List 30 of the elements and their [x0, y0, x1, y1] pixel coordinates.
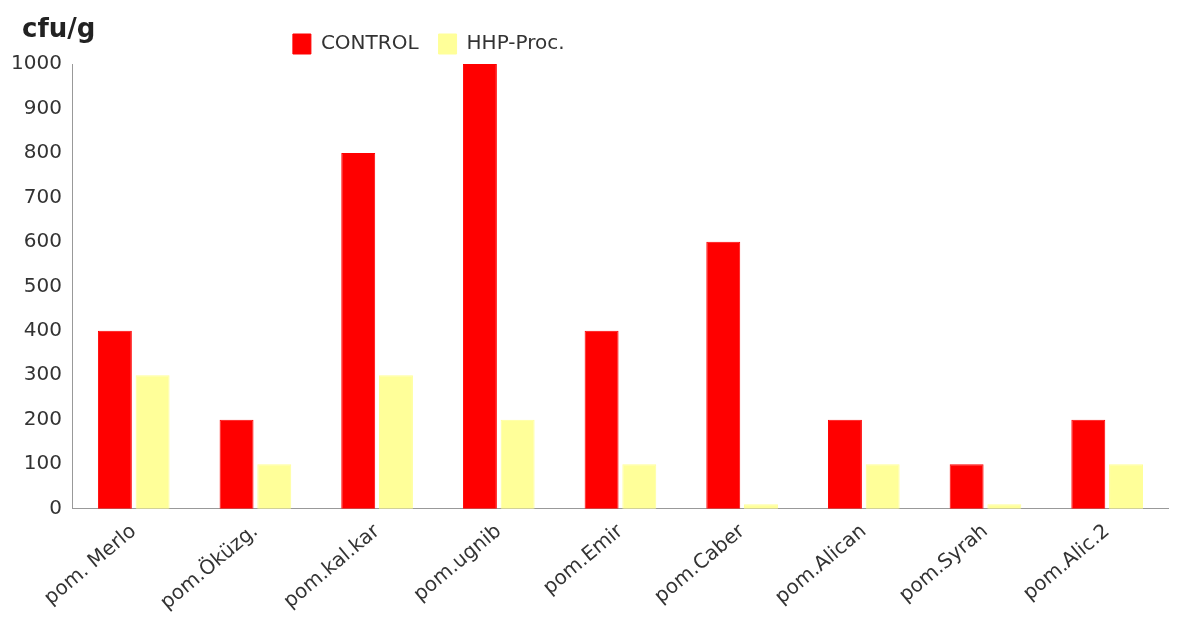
- bar: [97, 330, 132, 509]
- y-tick-label: 100: [23, 450, 62, 475]
- bar: [865, 464, 900, 509]
- y-tick-label: 1000: [10, 50, 62, 75]
- bar: [949, 464, 984, 509]
- bar: [341, 152, 376, 509]
- bar: [219, 419, 254, 509]
- bar: [1071, 419, 1106, 509]
- legend-label: HHP-Proc.: [466, 30, 565, 55]
- bar: [1109, 464, 1143, 509]
- bar: [378, 375, 413, 509]
- y-tick-label: 200: [23, 405, 62, 430]
- y-tick-label: 300: [23, 361, 62, 386]
- y-tick-label: 800: [23, 139, 62, 164]
- bar: [500, 419, 535, 509]
- bar: [135, 375, 170, 509]
- bar: [622, 464, 657, 509]
- y-tick-label: 0: [49, 494, 62, 519]
- legend-label: CONTROL: [320, 30, 420, 55]
- y-tick-label: 500: [23, 272, 62, 297]
- bar: [706, 241, 741, 509]
- y-tick-label: 600: [23, 228, 62, 253]
- y-axis-title: cfu/g: [22, 12, 96, 43]
- y-tick-label: 400: [23, 317, 62, 341]
- y-tick-label: 900: [23, 94, 62, 119]
- y-tick-label: 700: [23, 183, 62, 208]
- bar: [462, 64, 497, 509]
- bar: [257, 464, 292, 509]
- bar: [827, 419, 862, 509]
- bar: [584, 330, 619, 509]
